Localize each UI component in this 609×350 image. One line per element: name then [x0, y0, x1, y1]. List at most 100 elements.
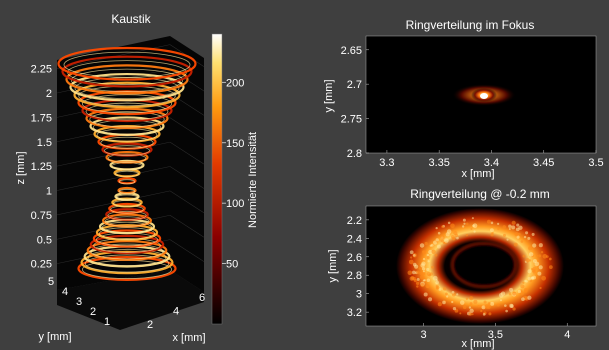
- caustic-z-ticks: 0.25 0.5 0.75 1 1.25 1.5 1.75 2 2.25: [31, 64, 52, 271]
- ring-speckle: [479, 305, 482, 308]
- ring-speckle: [434, 253, 438, 257]
- caustic-ring: [95, 224, 159, 241]
- ring-speckle: [468, 312, 472, 316]
- ring-speckle: [486, 219, 491, 224]
- colorbar-tick: 100: [226, 198, 244, 210]
- ring-speckle: [440, 234, 445, 240]
- caustic-y-tick: 3: [76, 296, 82, 308]
- ring-speckle: [456, 293, 459, 296]
- ring-speckle: [490, 221, 494, 225]
- ring-speckle: [490, 301, 495, 306]
- ring-speckle: [527, 277, 532, 281]
- caustic-y-label: y [mm]: [39, 331, 72, 343]
- ring-speckle: [428, 249, 433, 255]
- caustic-ring-highlight: [63, 51, 191, 78]
- ring-speckle: [419, 271, 424, 276]
- ring-speckle: [481, 305, 486, 310]
- colorbar-label: Normierte Intensität: [247, 132, 259, 228]
- ring-speckle: [421, 267, 426, 271]
- ring-speckle: [468, 306, 472, 309]
- ring-speckle: [470, 227, 473, 231]
- focus-heatmap-panel: Ringverteilung im Fokus 3.3 3.35 3.4 3.45 3.…: [323, 18, 604, 180]
- ring-speckle: [429, 244, 432, 247]
- ring-speckle: [504, 304, 507, 307]
- ring-speckle: [528, 252, 534, 257]
- ring-speckle: [514, 231, 519, 237]
- focus-y-tick: 2.65: [341, 45, 362, 57]
- caustic-panel: Kaustik 0.25 0.5 0.75 1 1.25 1.5 1.75 2 2.25 z […: [15, 12, 206, 344]
- ring-speckle: [520, 284, 525, 289]
- ring-speckle: [471, 313, 474, 316]
- caustic-ring-highlight: [118, 189, 136, 194]
- ring-speckle: [409, 256, 413, 259]
- caustic-ring-highlight: [115, 170, 139, 178]
- ring-speckle: [496, 303, 500, 307]
- ring-speckle: [456, 236, 459, 240]
- ring-speckle: [469, 302, 473, 305]
- ring-speckle: [532, 270, 537, 274]
- focus-x-tick: 3.4: [484, 157, 499, 169]
- focus-spot: [452, 84, 516, 106]
- ring-speckle: [445, 232, 450, 237]
- ring-speckle: [454, 308, 459, 313]
- ring-speckle: [462, 305, 467, 310]
- ring-title: Ringverteilung @ -0.2 mm: [410, 187, 550, 201]
- ring-y-tick: 3: [356, 289, 362, 301]
- ring-speckle: [422, 279, 425, 282]
- focus-y-ticks: 2.65 2.7 2.75 2.8: [341, 45, 369, 160]
- caustic-ring: [86, 240, 168, 261]
- ring-speckle: [487, 302, 491, 305]
- caustic-z-tick: 1.75: [31, 112, 52, 124]
- ring-speckle: [459, 312, 462, 315]
- ring-speckle: [422, 250, 427, 255]
- caustic-ring: [117, 186, 137, 195]
- caustic-ring-highlight: [90, 243, 164, 260]
- ring-speckle: [450, 223, 455, 229]
- ring-y-tick: 3.2: [347, 307, 362, 319]
- ring-speckle: [538, 254, 542, 258]
- focus-x-label: x [mm]: [462, 168, 495, 180]
- ring-speckle: [435, 286, 440, 290]
- ring-speckle: [496, 222, 500, 226]
- caustic-grid-line: [169, 190, 205, 214]
- ring-speckle: [435, 227, 438, 230]
- ring-speckle: [469, 308, 474, 314]
- caustic-ring-highlight: [98, 227, 156, 240]
- ring-speckle: [531, 232, 535, 236]
- caustic-ring-highlight: [84, 254, 170, 273]
- ring-speckle: [423, 292, 428, 297]
- ring-speckle: [509, 303, 514, 308]
- ring-speckle: [424, 241, 428, 246]
- ring-speckle: [538, 243, 543, 248]
- ring-speckle: [450, 234, 455, 239]
- caustic-y-tick: 2: [90, 306, 96, 318]
- ring-speckle: [506, 238, 509, 241]
- ring-speckle: [512, 307, 516, 311]
- ring-speckle: [416, 270, 420, 275]
- ring-speckle: [502, 225, 507, 229]
- ring-speckle: [471, 217, 474, 220]
- focus-x-tick: 3.5: [588, 157, 603, 169]
- ring-speckle: [452, 238, 455, 241]
- ring-speckle: [505, 309, 508, 313]
- ring-speckle: [418, 267, 421, 270]
- ring-speckle: [463, 222, 466, 225]
- ring-speckle: [528, 246, 533, 251]
- caustic-grid: [56, 44, 205, 264]
- caustic-ring: [73, 81, 181, 109]
- ring-speckle: [528, 259, 532, 262]
- caustic-grid-line: [169, 166, 205, 189]
- caustic-y-tick: 4: [62, 286, 68, 298]
- caustic-z-tick: 0.5: [37, 234, 52, 246]
- ring-speckle: [473, 299, 478, 304]
- caustic-grid-line: [169, 214, 205, 238]
- colorbar-ticks: 50 100 150 200: [222, 77, 244, 271]
- colorbar: 50 100 150 200 Normierte Intensität: [211, 33, 259, 325]
- ring-speckle: [465, 297, 469, 300]
- ring-speckle: [537, 271, 542, 276]
- caustic-x-ticks: 2 4 6: [147, 292, 205, 331]
- caustic-ring-highlight: [81, 94, 173, 114]
- ring-speckle: [437, 302, 442, 307]
- ring-speckle: [473, 230, 476, 233]
- ring-speckle: [416, 277, 420, 281]
